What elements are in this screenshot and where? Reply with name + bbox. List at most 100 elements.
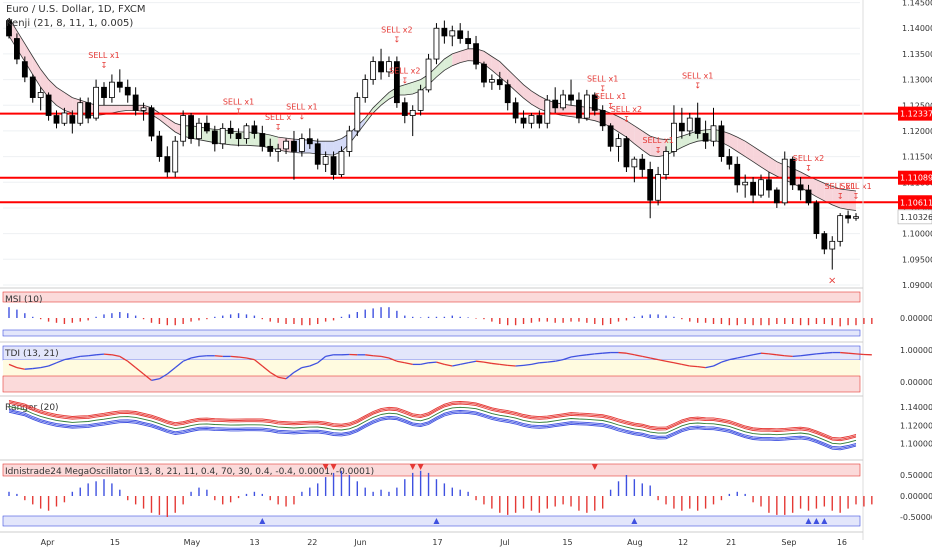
tdi-line-segment	[24, 367, 33, 370]
sell-signal-label: SELL x2	[389, 67, 420, 76]
candle-body	[544, 99, 551, 124]
tdi-line-segment	[119, 355, 129, 362]
band-cloud	[119, 105, 128, 112]
sell-signal-arrow: ↧	[655, 146, 662, 155]
osc-upper-zone	[2, 463, 861, 477]
candle-body	[520, 117, 527, 124]
ranger-line	[8, 405, 857, 445]
candle-body	[797, 184, 804, 191]
candle-body	[655, 174, 662, 201]
sell-signal-label: SELL x2	[381, 25, 412, 34]
band-cloud	[40, 69, 49, 98]
band-cloud	[634, 125, 643, 150]
sell-signal-label: SELL x1	[682, 72, 713, 81]
osc-tick-label: 0.50000	[900, 471, 932, 480]
candle-body	[188, 115, 194, 140]
osc-down-marker	[591, 464, 598, 470]
band-cloud	[681, 133, 690, 148]
tdi-line-segment	[8, 363, 18, 369]
x-tick-label: 13	[249, 538, 259, 547]
candle-body	[37, 92, 44, 98]
tdi-line-segment	[198, 355, 207, 358]
level-price-tag	[898, 106, 932, 121]
candle-body	[330, 156, 337, 175]
x-tick-label: Sep	[781, 538, 796, 547]
tdi-line-segment	[737, 355, 746, 359]
band-cloud	[515, 77, 524, 99]
x-signal-mark: ×	[828, 276, 836, 287]
ranger-line	[8, 400, 857, 439]
candle-body	[393, 61, 400, 104]
tdi-line-segment	[428, 361, 437, 364]
tdi-line-segment	[317, 355, 327, 364]
tdi-line-segment	[96, 353, 105, 356]
tdi-line-segment	[467, 360, 477, 364]
last-price-label: 1.10326	[900, 213, 932, 222]
band-cloud	[111, 105, 120, 113]
band-cloud	[848, 189, 856, 211]
candle-body	[362, 79, 369, 98]
tdi-line-segment	[111, 354, 120, 358]
sell-signal-arrow: ↧	[623, 115, 630, 124]
osc-title: Idnistrade24 MegaOscillator (13, 8, 21, …	[5, 467, 374, 477]
sell-signal-label: SELL x1	[840, 182, 871, 191]
tdi-line-segment	[143, 373, 152, 381]
y-tick-label: 1.13000	[902, 76, 932, 85]
level-price-label: 1.12337	[900, 110, 932, 119]
tdi-line-segment	[523, 363, 532, 367]
msi-title: MSI (10)	[5, 295, 42, 305]
band-cloud	[373, 100, 382, 113]
tdi-line-segment	[808, 353, 817, 356]
tdi-line-segment	[483, 361, 492, 365]
tdi-line-segment	[570, 355, 580, 358]
candle-body	[488, 79, 495, 83]
tdi-line-segment	[48, 362, 57, 367]
candle-body	[805, 189, 812, 204]
band-cloud	[404, 82, 413, 95]
tdi-line-segment	[840, 351, 849, 354]
tdi-line-segment	[848, 352, 857, 355]
x-tick-label: Jun	[353, 538, 367, 547]
candle-body	[742, 181, 749, 186]
level-price-tag	[898, 195, 932, 210]
candle-body	[346, 130, 353, 152]
tdi-line-segment	[713, 361, 722, 367]
candle-body	[726, 156, 733, 165]
candle-body	[829, 240, 836, 250]
ranger-tick-label: 1.10000	[900, 439, 932, 448]
sell-signal-label: SELL x1	[88, 51, 119, 60]
tdi-mid-zone	[3, 360, 860, 376]
candle-body	[85, 102, 92, 119]
candle-body	[267, 145, 274, 152]
candle-body	[583, 94, 590, 119]
candle-body	[576, 99, 582, 119]
candle-body	[766, 179, 772, 191]
candle-body	[21, 61, 28, 78]
tdi-line-segment	[420, 362, 429, 366]
osc-down-marker	[417, 464, 424, 470]
band-cloud	[460, 48, 469, 63]
candle-body	[425, 58, 432, 91]
candle-body	[370, 61, 377, 80]
osc-tick-label: 0.00000	[900, 492, 932, 501]
sell-signal-arrow: ↧	[607, 102, 614, 111]
candle-body	[354, 97, 361, 132]
band-cloud	[824, 183, 833, 205]
band-cloud	[32, 56, 41, 88]
tdi-line-segment	[634, 354, 643, 358]
tdi-line-segment	[665, 360, 675, 364]
sell-signal-arrow: ↧	[853, 192, 860, 201]
tdi-line-segment	[261, 365, 271, 373]
tdi-line-segment	[776, 354, 785, 357]
y-tick-label: 1.09000	[902, 281, 932, 290]
candle-body	[615, 138, 622, 147]
band-cloud	[816, 179, 825, 201]
tdi-line-segment	[190, 355, 200, 359]
osc-down-marker	[322, 464, 329, 470]
tdi-line-segment	[475, 360, 485, 363]
candle-body	[53, 115, 60, 124]
y-tick-label: 1.11500	[902, 153, 932, 162]
ranger-tick-label: 1.12000	[900, 421, 932, 430]
tdi-line-segment	[855, 353, 864, 356]
x-tick-label: 16	[837, 538, 847, 547]
